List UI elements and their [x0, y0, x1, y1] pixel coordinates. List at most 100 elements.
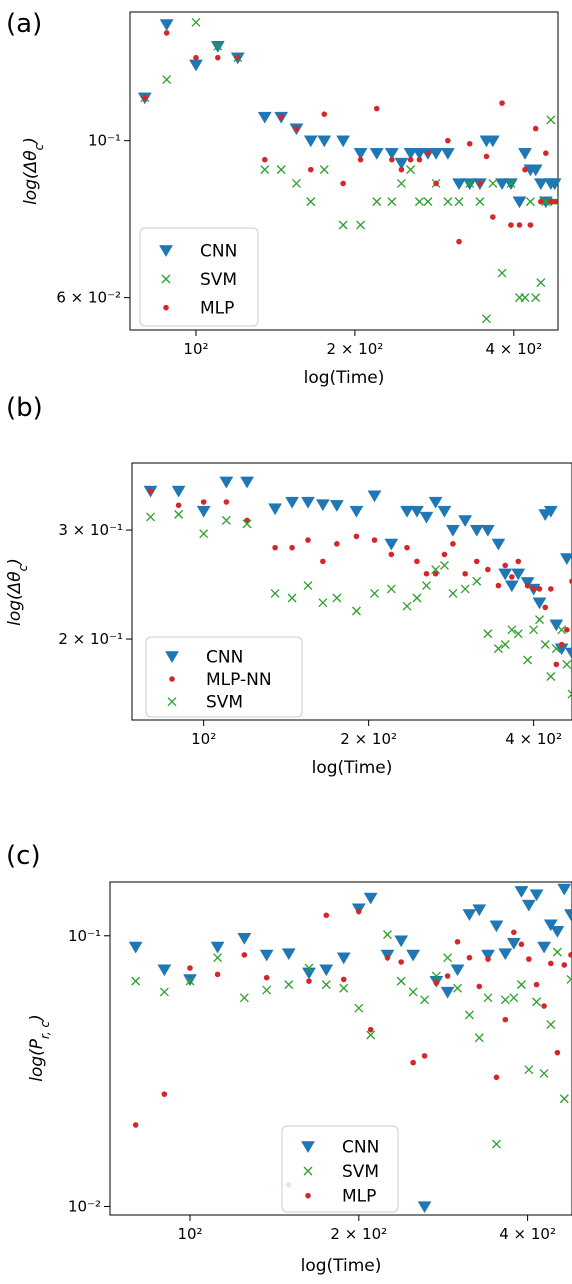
data-point [456, 238, 462, 245]
data-point [398, 166, 405, 173]
data-point [407, 156, 414, 163]
x-marker-stroke [465, 178, 475, 188]
data-point [498, 948, 513, 961]
legend-label: SVM [206, 693, 243, 713]
x-marker-stroke [439, 560, 449, 570]
data-point [214, 971, 221, 978]
data-point [406, 949, 421, 962]
x-marker-stroke [356, 220, 366, 230]
data-point [515, 558, 522, 565]
data-point [476, 983, 483, 990]
data-point [373, 105, 380, 112]
data-point [141, 94, 148, 101]
data-point [386, 584, 396, 594]
x-marker-stroke [483, 629, 493, 639]
legend: CNN SVM MLP [139, 227, 259, 327]
data-point [443, 953, 453, 963]
series-mlp [132, 908, 572, 1188]
x-marker-stroke [221, 515, 231, 525]
data-point [339, 983, 349, 993]
legend-label: CNN [206, 647, 243, 667]
legend-label: CNN [200, 241, 237, 261]
data-point [183, 974, 197, 987]
legend-label: MLP [342, 1187, 376, 1207]
data-point [421, 1053, 428, 1059]
x-marker-stroke [354, 1003, 364, 1013]
data-point [547, 198, 554, 205]
legend-marker [303, 1166, 313, 1176]
data-point [398, 959, 404, 965]
data-point [259, 949, 274, 962]
data-point [538, 198, 544, 205]
data-point [196, 505, 211, 518]
data-point [561, 962, 568, 968]
data-point [512, 196, 527, 209]
x-marker-stroke [287, 593, 297, 603]
data-point [546, 1020, 556, 1029]
data-point [518, 148, 532, 160]
x-marker-stroke [303, 1166, 313, 1176]
data-point [511, 568, 526, 581]
data-point [410, 1059, 416, 1066]
data-point [370, 588, 379, 598]
x-marker-stroke [541, 197, 551, 207]
data-point [306, 197, 316, 207]
data-point [340, 180, 346, 187]
data-point [353, 148, 368, 160]
data-point [446, 524, 460, 537]
data-point [521, 899, 536, 912]
data-point [551, 644, 561, 654]
data-point [319, 964, 334, 977]
data-point [185, 976, 195, 986]
data-point [480, 524, 495, 537]
data-point [506, 178, 516, 188]
data-point [488, 178, 498, 188]
legend-box [145, 636, 303, 718]
data-point [462, 909, 477, 922]
x-marker-stroke [529, 625, 539, 635]
x-marker-stroke [443, 953, 453, 963]
data-point [317, 135, 332, 148]
x-marker-stroke [453, 983, 463, 993]
data-point [469, 524, 484, 537]
x-marker-stroke [551, 644, 561, 654]
x-marker-stroke [516, 980, 526, 990]
data-point [440, 986, 455, 999]
data-point [371, 537, 378, 543]
data-point [412, 148, 427, 160]
x-marker-stroke [566, 977, 572, 984]
data-point [550, 926, 565, 938]
y-axis-label: log(Pr, c) [27, 1014, 52, 1082]
data-point [323, 912, 330, 919]
data-point [367, 490, 382, 503]
data-point [272, 544, 278, 551]
chart-panel-a: (a) 10² 2 × 10² 4 × 10² 10⁻¹ 6 × 10⁻² log(Time… [6, 9, 562, 388]
data-point [439, 560, 449, 570]
series-svm [131, 930, 572, 1149]
y-tick-label: 6 × 10⁻² [56, 289, 121, 307]
legend: CNN SVM MLP [281, 1125, 399, 1213]
data-point [483, 993, 493, 1003]
x-marker-stroke [535, 615, 544, 625]
data-point [263, 974, 270, 981]
x-marker-stroke [422, 581, 431, 591]
data-point [191, 17, 201, 27]
data-point [306, 978, 312, 984]
x-tick-label: 4 × 10² [505, 730, 562, 748]
data-point [237, 933, 252, 945]
x-tick-label: 4 × 10² [485, 340, 542, 358]
plot-frame [109, 881, 572, 1216]
x-marker-stroke [483, 993, 493, 1003]
x-marker-stroke [321, 980, 331, 990]
data-point [554, 1049, 561, 1056]
data-point [159, 19, 174, 32]
data-point [210, 941, 225, 954]
data-point [261, 156, 268, 163]
data-point [562, 659, 572, 669]
data-point [363, 892, 378, 905]
data-point [223, 499, 230, 505]
x-marker-stroke [507, 625, 517, 635]
data-point [524, 1065, 534, 1075]
data-point [163, 30, 170, 36]
